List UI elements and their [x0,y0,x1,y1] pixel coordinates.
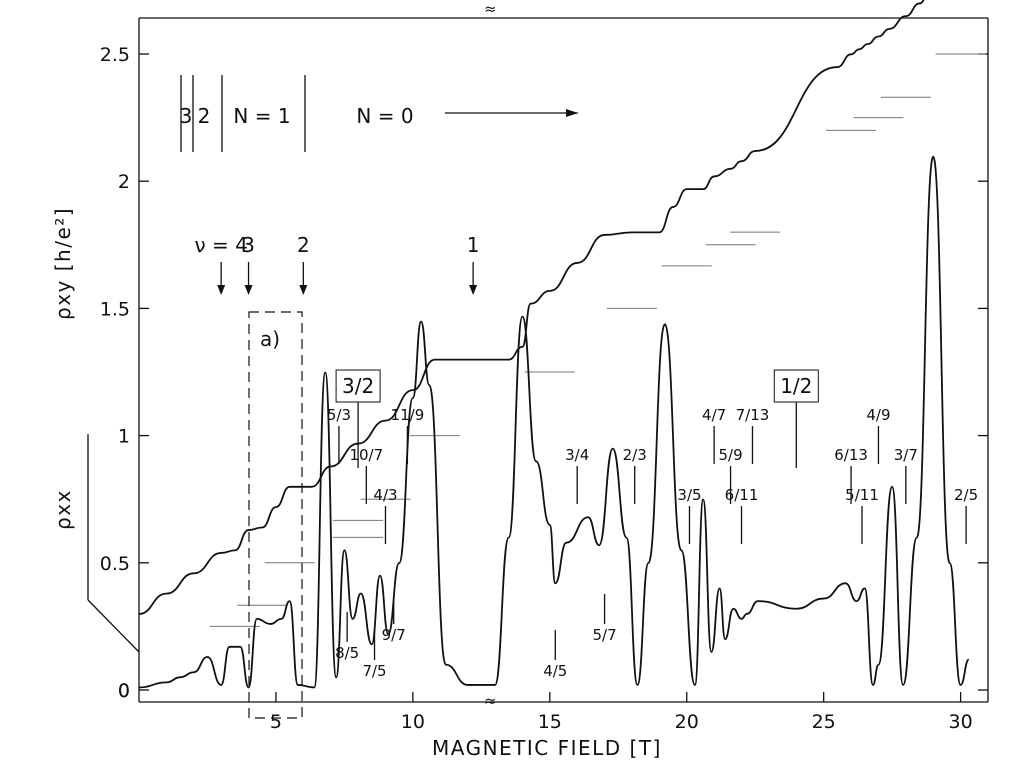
fraction-label: 3/7 [894,446,918,464]
n0-arrow-head [566,109,578,117]
y-tick-label: 2 [118,171,130,193]
plateau-markers [209,53,986,627]
x-tick-label: 30 [949,711,973,733]
svg-text:≈: ≈ [484,692,497,710]
landau-level-label: 2 [198,104,211,128]
curves [138,0,970,689]
fraction-label: 7/5 [362,662,386,680]
axis-break-marks: ≈ ≈ [484,0,497,710]
landau-level-label: N = 0 [356,104,413,128]
series-rhoxy-line [138,0,925,615]
integer-filling-arrowhead [217,285,226,295]
boxed-label: 1/2 [780,374,812,398]
x-axis-label: MAGNETIC FIELD [T] [432,736,662,760]
integer-filling-label: 1 [467,233,480,257]
y-tick-label: 0 [118,680,130,702]
fraction-label: 6/11 [725,486,759,504]
fraction-label: 7/13 [736,406,770,424]
fraction-label: 5/9 [718,446,742,464]
fraction-label: 3/5 [677,486,701,504]
fraction-label: 8/5 [335,644,359,662]
y-tick-label: 1 [118,426,130,448]
fraction-label: 4/9 [866,406,890,424]
inset-label: a) [260,327,280,351]
integer-filling-label: ν = 4 [194,233,247,257]
landau-level-label: N = 1 [233,104,290,128]
fraction-label: 4/3 [373,486,397,504]
integer-filling-label: 3 [242,233,255,257]
svg-text:≈: ≈ [484,0,497,18]
inset-box [248,311,303,719]
plot-frame [138,17,989,703]
fraction-label: 4/5 [543,662,567,680]
integer-filling-arrowhead [299,285,308,295]
landau-level-label: 3 [180,104,193,128]
fraction-label: 2/5 [954,486,978,504]
y-axis-label-rhoxx: ρxx [51,489,75,530]
fraction-label: 11/9 [391,406,425,424]
integer-filling-arrowhead [469,285,478,295]
fraction-label: 5/7 [593,626,617,644]
boxed-label: 3/2 [342,374,374,398]
y-tick-label: 2.5 [100,44,130,66]
x-tick-label: 5 [270,711,282,733]
y-tick-label: 0.5 [100,553,130,575]
x-tick-label: 10 [401,711,425,733]
series-rhoxx-line [138,155,970,689]
y-tick-label-rhoxx-zero: 0 [118,680,130,702]
y-tick-label: 1.5 [100,298,130,320]
fraction-label: 6/13 [834,446,868,464]
fraction-label: 10/7 [349,446,383,464]
x-tick-label: 20 [675,711,699,733]
integer-filling-arrowhead [244,285,253,295]
y-axis-label-rhoxy: ρxy [h/e²] [51,207,75,320]
fraction-label: 5/11 [845,486,879,504]
x-tick-label: 25 [812,711,836,733]
fraction-label: 5/3 [327,406,351,424]
x-tick-label: 15 [538,711,562,733]
fraction-label: 4/7 [702,406,726,424]
fraction-label: 2/3 [623,446,647,464]
integer-filling-label: 2 [297,233,310,257]
rhoxx-offset-lines [87,434,140,653]
fraction-label: 3/4 [565,446,589,464]
fraction-label: 9/7 [382,626,406,644]
